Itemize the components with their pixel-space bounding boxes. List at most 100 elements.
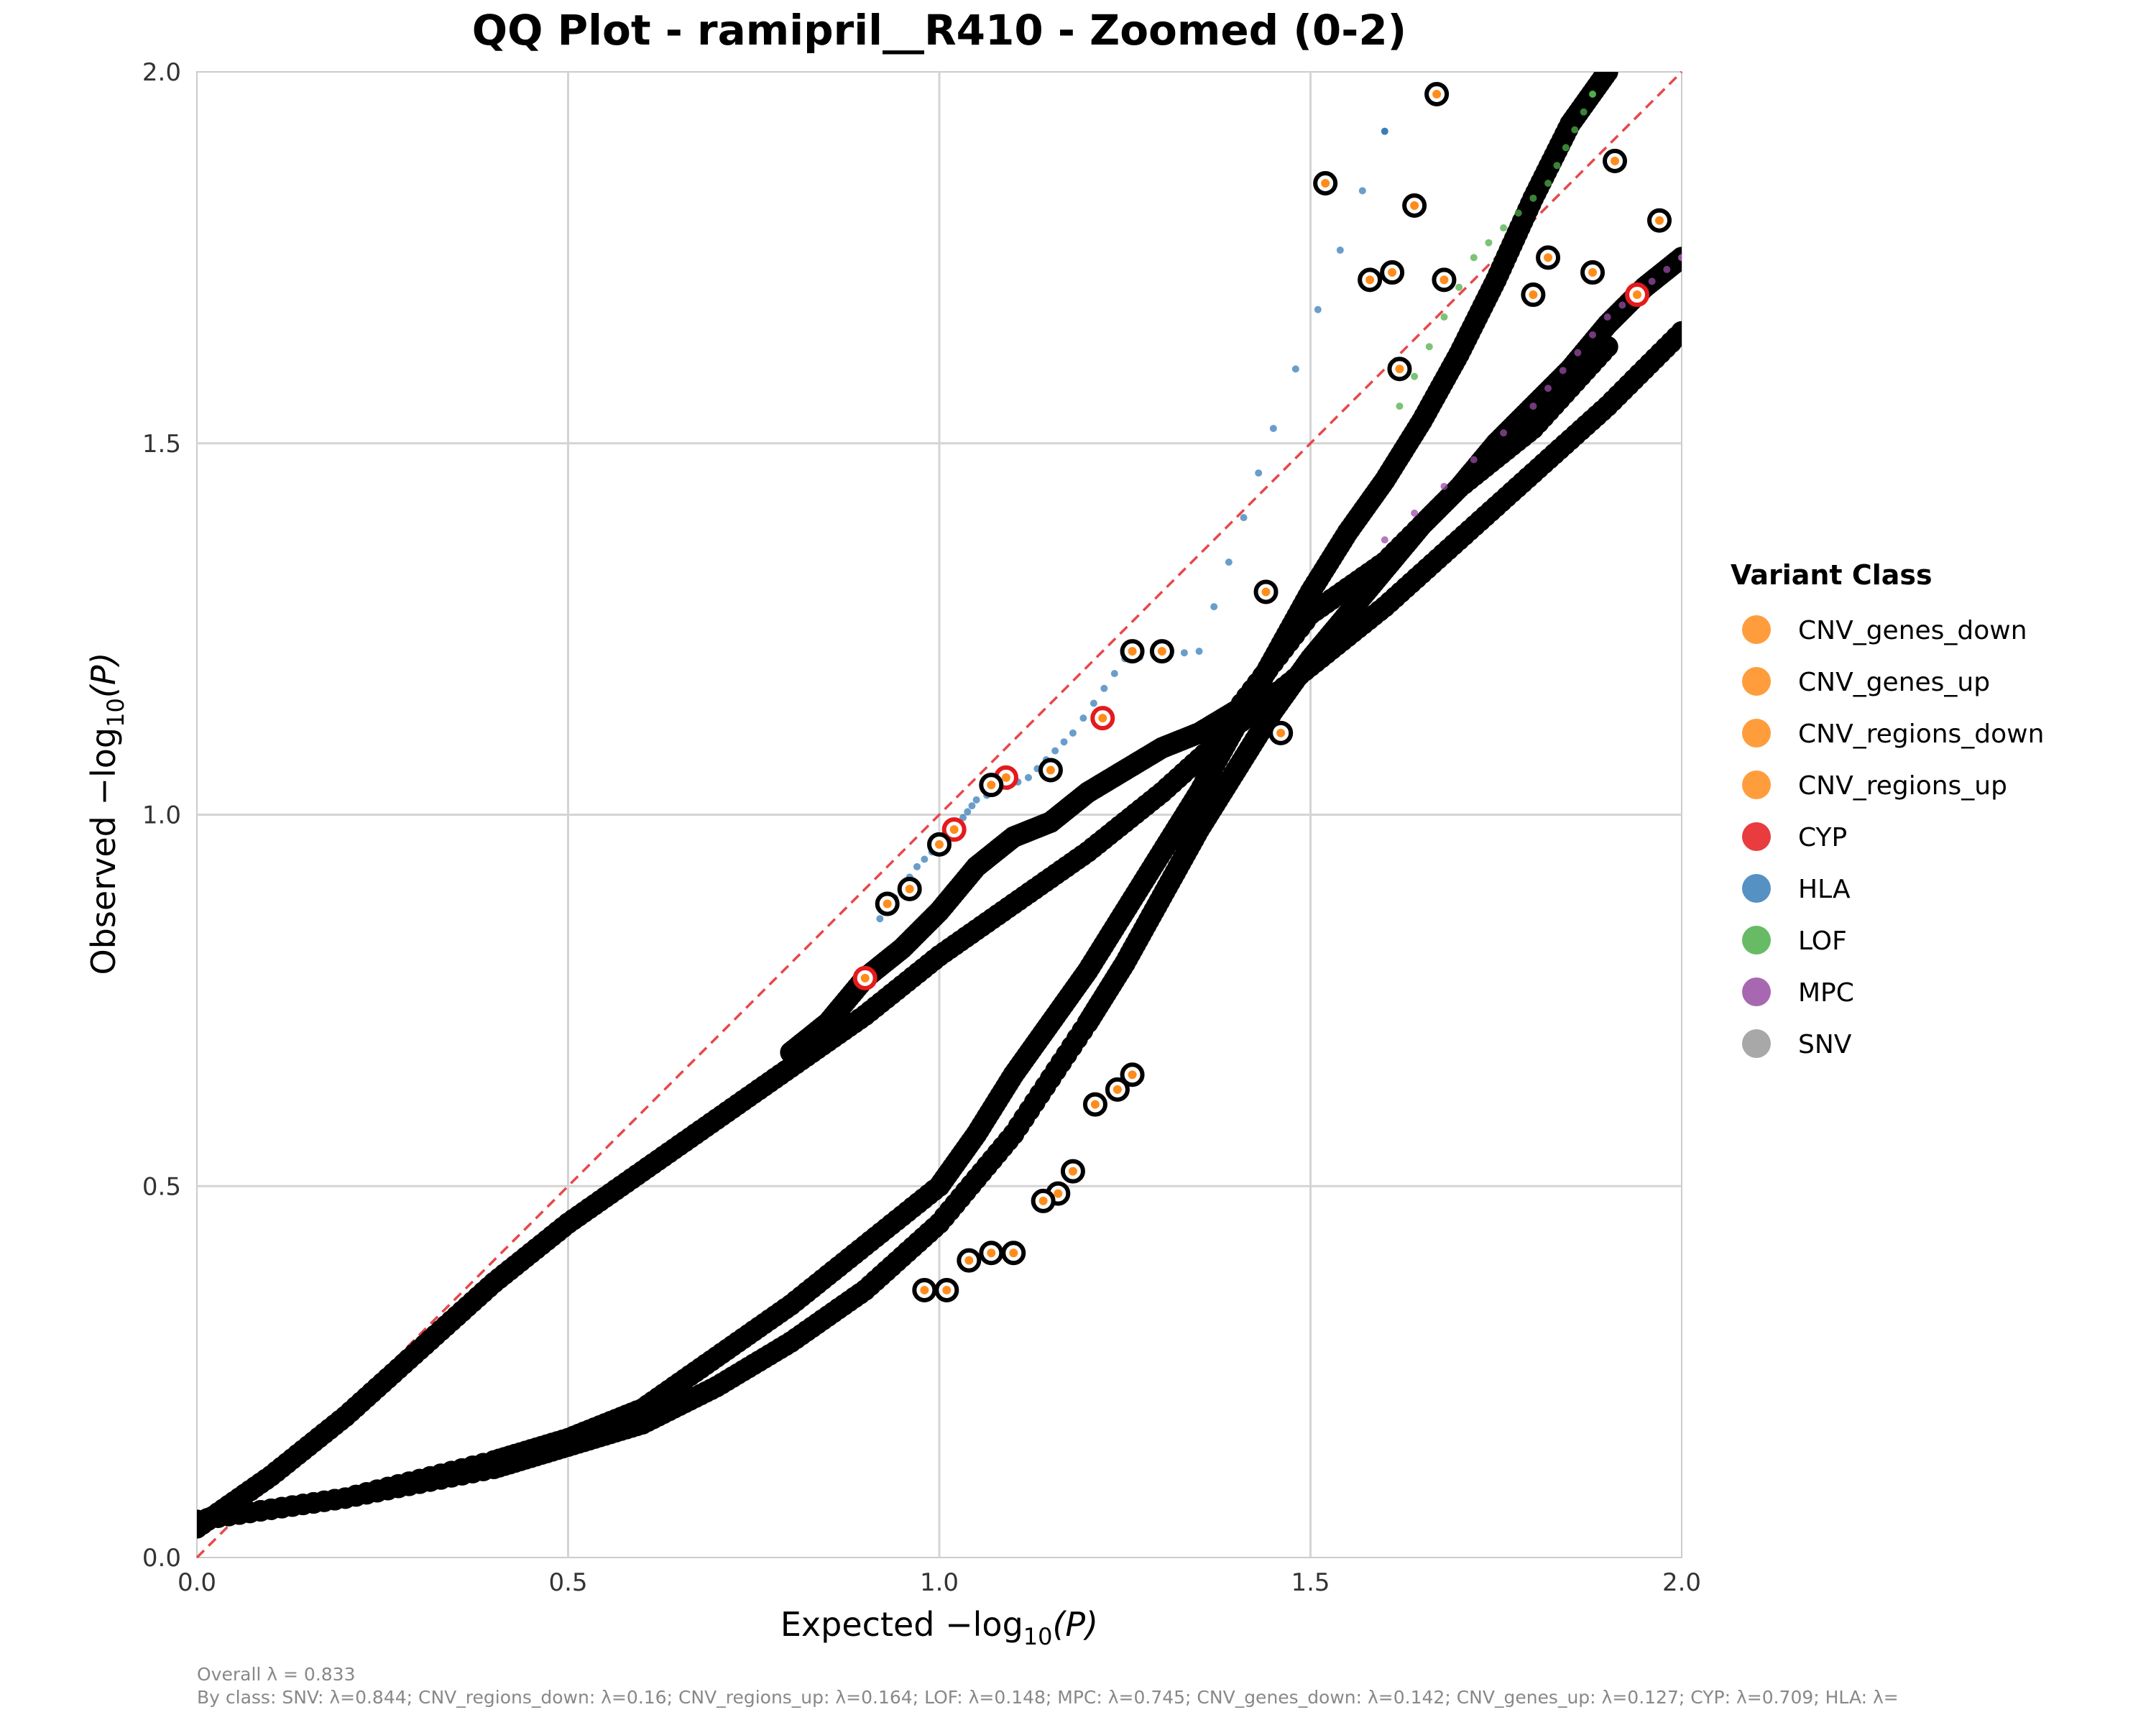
legend-marker (1742, 874, 1771, 903)
highlighted-point-dot (1276, 728, 1286, 737)
highlighted-point-dot (1112, 1085, 1122, 1094)
data-point (921, 855, 929, 863)
highlighted-point-dot (1410, 201, 1419, 211)
axis-ticks: 0.0 0.5 1.0 1.5 2.0 0.0 0.5 1.0 1.5 2.0 (142, 58, 1701, 1597)
data-point (1485, 239, 1493, 247)
data-point (1024, 773, 1032, 781)
legend-marker (1742, 719, 1771, 748)
highlighted-point-dot (1544, 253, 1553, 262)
data-point (1529, 194, 1537, 202)
highlighted-point-dot (942, 1285, 952, 1294)
series-snv (197, 321, 1682, 1539)
data-point (1381, 536, 1388, 544)
data-point (1663, 265, 1671, 273)
legend-label: SNV (1798, 1030, 1852, 1059)
data-point (1671, 247, 1682, 269)
data-point (1529, 402, 1537, 410)
y-tick-label: 1.5 (142, 430, 181, 459)
data-point (964, 808, 972, 816)
highlighted-point-dot (1157, 647, 1166, 656)
data-point (1110, 670, 1118, 678)
highlighted-point-dot (987, 1248, 996, 1258)
data-point (1411, 372, 1419, 380)
highlighted-point-dot (1090, 1100, 1100, 1109)
data-point (1210, 603, 1218, 611)
x-axis-label-variable: (P) (1052, 1605, 1098, 1644)
data-point (1596, 72, 1618, 83)
data-point (1500, 224, 1508, 232)
data-point (1089, 699, 1097, 707)
data-point (1596, 336, 1618, 358)
highlighted-point-dot (1128, 647, 1137, 656)
footnote-class-lambdas: By class: SNV: λ=0.844; CNV_regions_down… (197, 1687, 1899, 1708)
data-point (1060, 738, 1068, 746)
legend-label: MPC (1798, 978, 1854, 1008)
x-tick-label: 2.0 (1662, 1568, 1701, 1597)
reference-diagonal-line (195, 70, 1683, 1559)
data-point (1553, 162, 1561, 170)
data-point (1225, 558, 1233, 566)
highlighted-point-dot (1588, 268, 1598, 277)
legend-marker (1742, 978, 1771, 1006)
y-axis-label-variable: (P) (84, 653, 123, 699)
highlighted-points (852, 82, 1672, 1302)
highlighted-point-dot (860, 973, 870, 983)
data-point (1396, 402, 1404, 410)
highlighted-point-dot (949, 825, 959, 834)
data-point (1678, 254, 1682, 262)
legend-label: CNV_genes_down (1798, 616, 2027, 645)
data-point (1269, 425, 1277, 433)
highlighted-point-dot (1046, 765, 1055, 775)
legend-entries: CNV_genes_down CNV_genes_up CNV_regions_do… (1742, 615, 2044, 1059)
legend-label: CNV_regions_up (1798, 771, 2007, 801)
data-point (1291, 365, 1299, 373)
highlighted-point-dot (1365, 275, 1375, 285)
legend-marker (1742, 615, 1771, 644)
chart-title: QQ Plot - ramipril__R410 - Zoomed (0-2) (472, 6, 1406, 55)
x-tick-label: 0.0 (178, 1568, 216, 1597)
data-point (1336, 247, 1344, 254)
highlighted-point-dot (1432, 90, 1442, 99)
data-point (1051, 747, 1059, 755)
highlighted-point-dot (1128, 1070, 1137, 1080)
data-point (972, 796, 980, 804)
x-axis-label-subscript: 10 (1023, 1623, 1053, 1650)
legend: Variant Class CNV_genes_down CNV_genes_up… (1731, 559, 2044, 1059)
highlighted-point-dot (1009, 1248, 1018, 1258)
data-point (1571, 126, 1579, 134)
highlighted-point-dot (1068, 1167, 1077, 1176)
highlighted-point-dot (987, 781, 996, 790)
highlighted-point-dot (1611, 157, 1620, 166)
data-point (1069, 729, 1077, 737)
data-point (1381, 127, 1388, 135)
highlighted-point-dot (905, 884, 914, 893)
data-point (1500, 429, 1508, 437)
y-tick-label: 1.0 (142, 801, 181, 830)
data-points (197, 72, 1682, 1539)
data-point (1180, 649, 1188, 657)
data-point (1603, 313, 1611, 321)
x-axis-label-main: Expected −log (780, 1605, 1023, 1644)
highlighted-point-dot (1388, 268, 1397, 277)
y-axis-label-subscript: 10 (102, 698, 129, 727)
legend-label: CNV_regions_down (1798, 719, 2044, 749)
legend-label: HLA (1798, 875, 1851, 904)
legend-label: CNV_genes_up (1798, 668, 1990, 697)
y-tick-label: 0.5 (142, 1172, 181, 1201)
y-axis-label: Observed −log10(P) (84, 653, 129, 975)
data-point (968, 802, 976, 810)
data-point (1589, 331, 1597, 339)
data-point (1440, 313, 1448, 321)
highlighted-point-dot (920, 1285, 929, 1294)
series-lof (1396, 91, 1597, 410)
data-point (876, 915, 884, 923)
data-point (1648, 277, 1656, 285)
highlighted-point-dot (1038, 1196, 1048, 1205)
data-point (1079, 714, 1087, 722)
legend-marker (1742, 822, 1771, 851)
data-point (1455, 283, 1463, 291)
highlighted-point-dot (1529, 290, 1538, 300)
highlighted-point-dot (1633, 290, 1642, 300)
data-point (1580, 108, 1588, 116)
